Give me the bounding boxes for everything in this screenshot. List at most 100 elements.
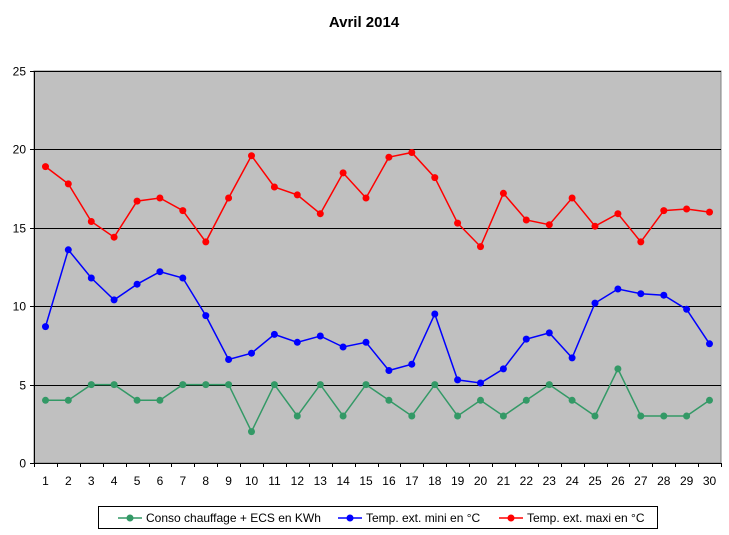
data-point [706, 208, 713, 216]
legend-box [98, 506, 658, 529]
data-point [408, 149, 416, 156]
data-point [339, 169, 347, 177]
data-point [179, 274, 187, 282]
x-tick-label: 28 [657, 474, 671, 488]
plot-area [33, 70, 722, 464]
data-point [637, 238, 645, 246]
x-tick-label: 10 [245, 474, 259, 488]
legend-label: Temp. ext. maxi en °C [527, 511, 645, 525]
data-point [706, 396, 713, 404]
data-point [110, 296, 118, 304]
data-point [477, 379, 484, 387]
x-tick-label: 29 [680, 474, 694, 488]
data-point [248, 428, 255, 436]
data-point [133, 280, 141, 288]
legend-label: Conso chauffage + ECS en KWh [146, 511, 321, 525]
data-point [568, 354, 576, 362]
legend-item: Temp. ext. mini en °C [338, 511, 481, 525]
x-tick-label: 24 [565, 474, 579, 488]
data-point [454, 219, 462, 227]
series-2 [42, 246, 713, 387]
data-point [64, 396, 72, 404]
data-point [87, 274, 95, 282]
data-point [316, 332, 324, 340]
data-point [660, 207, 668, 215]
data-point [248, 152, 255, 160]
data-point [133, 197, 141, 205]
x-tick-label: 11 [268, 474, 281, 488]
data-point [683, 205, 691, 213]
data-point [477, 396, 484, 404]
x-tick-label: 20 [474, 474, 488, 488]
data-point [87, 381, 95, 389]
data-point [316, 381, 324, 389]
x-tick-label: 4 [111, 474, 118, 488]
data-point [683, 412, 691, 420]
data-point [499, 189, 507, 197]
legend-item: Conso chauffage + ECS en KWh [118, 511, 321, 525]
data-point [591, 299, 599, 307]
x-tick-label: 13 [314, 474, 328, 488]
x-tick-label: 8 [202, 474, 209, 488]
x-tick-label: 19 [451, 474, 465, 488]
data-point [431, 381, 439, 389]
data-point [293, 412, 301, 420]
x-tick-label: 12 [291, 474, 305, 488]
gridlines [34, 71, 721, 386]
legend-label: Temp. ext. mini en °C [366, 511, 481, 525]
data-point [156, 396, 164, 404]
data-point [179, 207, 187, 215]
data-point [614, 285, 622, 293]
x-tick-label: 18 [428, 474, 442, 488]
y-tick-label: 20 [13, 143, 27, 157]
data-point [660, 412, 668, 420]
series-line [45, 151, 710, 248]
data-point [568, 194, 576, 202]
series-line [45, 367, 710, 434]
data-point [454, 376, 462, 384]
x-tick-label: 17 [405, 474, 419, 488]
data-point [522, 216, 530, 224]
data-point [706, 340, 713, 348]
x-tick-label: 7 [180, 474, 187, 488]
data-point [293, 338, 301, 346]
x-tick-label: 9 [225, 474, 232, 488]
data-point [202, 312, 210, 320]
data-point [385, 153, 393, 161]
legend: Conso chauffage + ECS en KWh Temp. ext. m… [98, 506, 658, 529]
data-point [87, 218, 95, 225]
y-tick-label: 10 [13, 300, 27, 314]
x-tick-label: 27 [634, 474, 648, 488]
data-point [225, 356, 233, 363]
data-point [568, 396, 576, 404]
data-point [362, 338, 370, 346]
data-point [499, 365, 507, 373]
data-point [270, 183, 278, 191]
data-point [545, 221, 553, 229]
x-tick-label: 1 [42, 474, 49, 488]
data-point [156, 194, 164, 202]
data-point [637, 290, 645, 298]
y-tick-label: 0 [19, 457, 26, 471]
data-point [591, 412, 599, 420]
data-point [64, 180, 72, 188]
legend-item: Temp. ext. maxi en °C [499, 511, 645, 525]
data-point [156, 268, 164, 276]
series-3 [42, 149, 713, 251]
series-1 [42, 365, 713, 436]
data-point [225, 194, 233, 202]
data-point [431, 310, 439, 318]
data-point [133, 396, 141, 404]
data-point [385, 396, 393, 404]
data-point [293, 191, 301, 199]
data-point [362, 381, 370, 389]
data-point [408, 360, 416, 368]
data-point [248, 349, 255, 357]
data-point [339, 412, 347, 420]
x-tick-label: 3 [88, 474, 95, 488]
data-point [362, 194, 370, 202]
data-point [522, 396, 530, 404]
y-tick-label: 5 [19, 379, 26, 393]
data-point [202, 238, 210, 246]
